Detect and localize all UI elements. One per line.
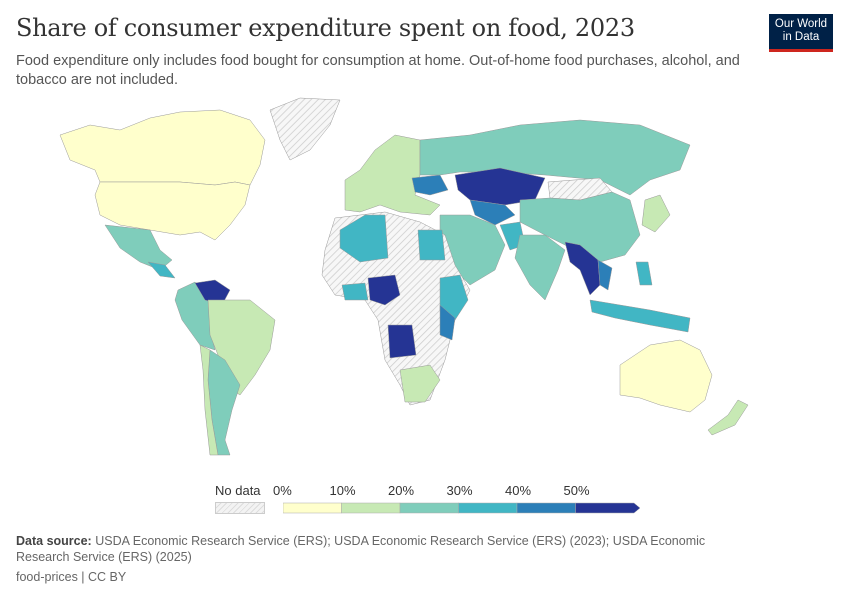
legend-tick: 10% bbox=[329, 483, 356, 498]
logo-line1: Our World bbox=[774, 18, 828, 30]
region-russia[interactable] bbox=[419, 119, 691, 196]
source-label: Data source: bbox=[16, 534, 92, 548]
region-west-africa[interactable] bbox=[341, 282, 369, 301]
chart-title: Share of consumer expenditure spent on f… bbox=[16, 14, 635, 42]
region-new-zealand[interactable] bbox=[707, 399, 749, 436]
region-chile[interactable] bbox=[199, 344, 219, 456]
region-mexico[interactable] bbox=[104, 224, 173, 271]
region-central-america[interactable] bbox=[147, 261, 176, 279]
region-china[interactable] bbox=[519, 191, 641, 263]
region-philippines[interactable] bbox=[635, 261, 653, 286]
region-myanmar-thailand[interactable] bbox=[564, 241, 601, 296]
owid-logo[interactable]: Our World in Data bbox=[769, 14, 833, 52]
legend-tick: 50% bbox=[563, 483, 590, 498]
legend-tick: 40% bbox=[505, 483, 532, 498]
region-south-africa[interactable] bbox=[399, 364, 441, 403]
source-text: USDA Economic Research Service (ERS); US… bbox=[16, 534, 706, 564]
legend-no-data-swatch bbox=[215, 502, 265, 514]
world-map[interactable] bbox=[0, 90, 850, 470]
region-southeast-asia[interactable] bbox=[597, 259, 613, 291]
region-east-africa[interactable] bbox=[439, 274, 469, 321]
legend-bin-0 bbox=[283, 502, 342, 514]
legend-bin-4 bbox=[516, 502, 576, 514]
region-tanzania[interactable] bbox=[439, 304, 456, 341]
legend-tick: 20% bbox=[388, 483, 415, 498]
license-text: food-prices | CC BY bbox=[16, 570, 127, 584]
legend-bin-2 bbox=[399, 502, 459, 514]
legend-color-bar bbox=[283, 502, 641, 514]
region-egypt[interactable] bbox=[417, 229, 446, 261]
chart-subtitle: Food expenditure only includes food boug… bbox=[16, 53, 740, 88]
region-central-asia[interactable] bbox=[469, 199, 516, 226]
region-australia[interactable] bbox=[619, 339, 713, 413]
region-canada[interactable] bbox=[59, 109, 266, 186]
region-nigeria[interactable] bbox=[367, 274, 401, 306]
legend-bin-5 bbox=[575, 502, 641, 514]
region-angola[interactable] bbox=[387, 324, 417, 359]
legend-tick: 0% bbox=[273, 483, 292, 498]
logo-line2: in Data bbox=[782, 31, 820, 43]
region-algeria[interactable] bbox=[339, 214, 389, 263]
footer-source: Data source: USDA Economic Research Serv… bbox=[16, 533, 756, 565]
legend-bin-1 bbox=[341, 502, 401, 514]
region-japan-korea[interactable] bbox=[641, 194, 671, 233]
legend-bin-3 bbox=[458, 502, 518, 514]
region-europe[interactable] bbox=[344, 134, 441, 216]
legend-no-data-label: No data bbox=[215, 483, 261, 498]
region-indonesia[interactable] bbox=[589, 299, 691, 333]
region-usa[interactable] bbox=[94, 181, 251, 241]
region-venezuela[interactable] bbox=[194, 279, 231, 306]
region-india[interactable] bbox=[514, 234, 566, 301]
legend-tick: 30% bbox=[446, 483, 473, 498]
region-ukraine[interactable] bbox=[411, 174, 449, 196]
region-greenland[interactable] bbox=[269, 97, 341, 161]
